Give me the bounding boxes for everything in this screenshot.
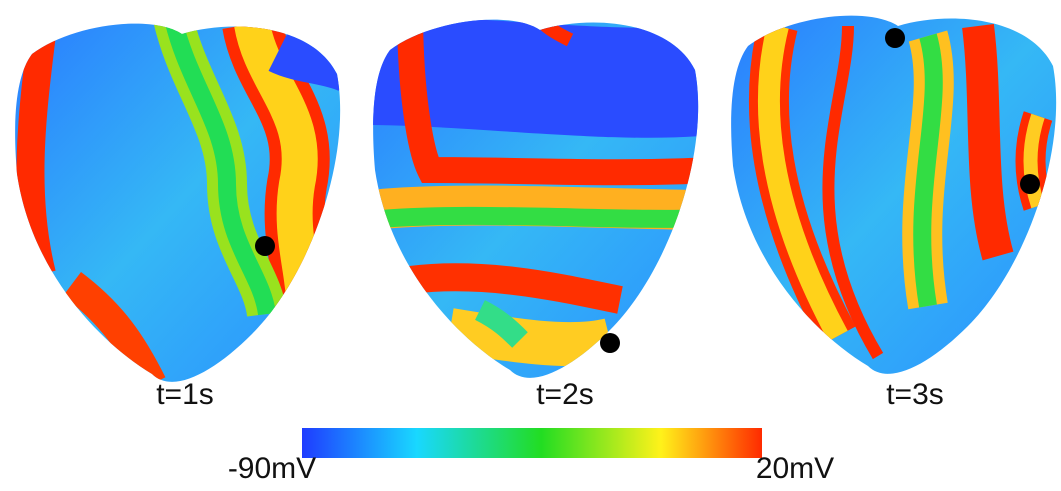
- panel-label: t=3s: [886, 378, 944, 411]
- heart-panel: [370, 10, 710, 378]
- colorbar-min-label: -90mV: [228, 452, 316, 485]
- colorbar-max-label: 20mV: [756, 452, 834, 485]
- heart-panel: [731, 16, 1056, 374]
- heart-panel: [15, 14, 352, 394]
- panel-label: t=2s: [536, 378, 594, 411]
- figure: t=1s t=2s t=3s -90mV 20mV: [0, 0, 1061, 491]
- panel-label: t=1s: [156, 378, 214, 411]
- colorbar: [302, 428, 762, 458]
